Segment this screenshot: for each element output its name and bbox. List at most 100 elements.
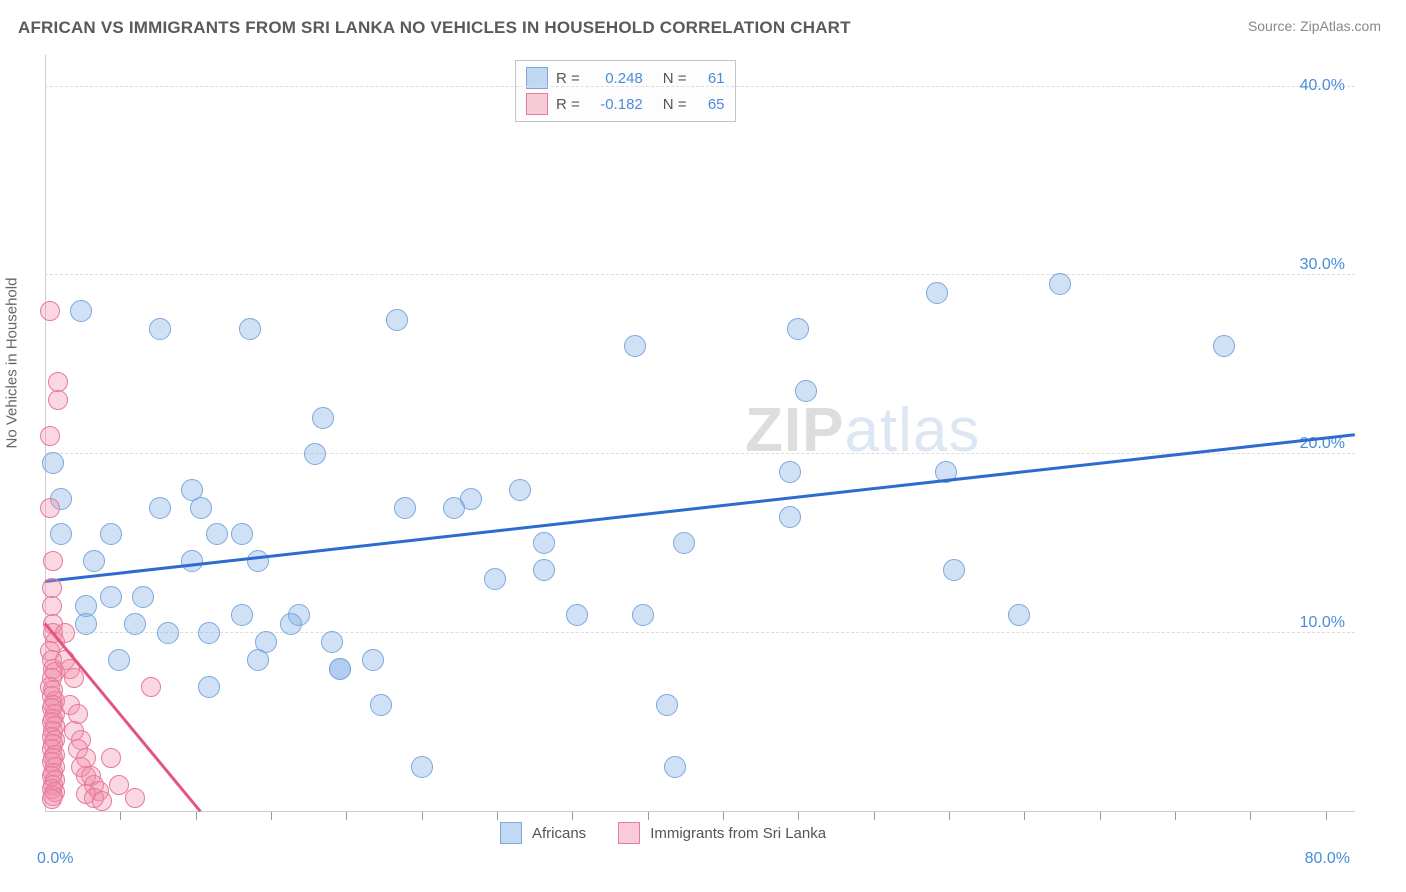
- x-tick: [271, 812, 272, 820]
- y-tick-label: 40.0%: [1300, 77, 1345, 95]
- scatter-point: [198, 676, 220, 698]
- scatter-point: [247, 550, 269, 572]
- stats-box: R = 0.248 N = 61 R = -0.182 N = 65: [515, 60, 736, 122]
- scatter-point: [132, 586, 154, 608]
- scatter-point: [101, 748, 121, 768]
- x-tick: [346, 812, 347, 820]
- scatter-point: [411, 756, 433, 778]
- gridline: [45, 86, 1355, 87]
- scatter-point: [280, 613, 302, 635]
- scatter-point: [247, 649, 269, 671]
- scatter-point: [624, 335, 646, 357]
- scatter-point: [40, 426, 60, 446]
- x-tick: [196, 812, 197, 820]
- x-tick: [497, 812, 498, 820]
- scatter-point: [656, 694, 678, 716]
- x-tick: [949, 812, 950, 820]
- scatter-point: [394, 497, 416, 519]
- scatter-point: [83, 550, 105, 572]
- stats-r-label: R =: [556, 96, 580, 113]
- scatter-point: [787, 318, 809, 340]
- watermark-atlas: atlas: [844, 396, 980, 465]
- scatter-point: [149, 497, 171, 519]
- scatter-point: [1213, 335, 1235, 357]
- scatter-point: [181, 479, 203, 501]
- stats-swatch: [526, 93, 548, 115]
- legend-swatch: [618, 822, 640, 844]
- scatter-point: [108, 649, 130, 671]
- scatter-point: [795, 380, 817, 402]
- scatter-point: [124, 613, 146, 635]
- chart-title: AFRICAN VS IMMIGRANTS FROM SRI LANKA NO …: [18, 18, 851, 38]
- x-tick: [798, 812, 799, 820]
- scatter-point: [141, 677, 161, 697]
- scatter-point: [68, 704, 88, 724]
- x-tick: [1250, 812, 1251, 820]
- scatter-point: [100, 586, 122, 608]
- scatter-point: [304, 443, 326, 465]
- x-label-min: 0.0%: [37, 850, 73, 868]
- scatter-point: [48, 390, 68, 410]
- stats-r-value: -0.182: [588, 96, 643, 113]
- legend: AfricansImmigrants from Sri Lanka: [500, 822, 848, 844]
- x-tick: [120, 812, 121, 820]
- gridline: [45, 274, 1355, 275]
- stats-n-label: N =: [663, 96, 687, 113]
- x-label-max: 80.0%: [1305, 850, 1350, 868]
- scatter-point: [370, 694, 392, 716]
- scatter-point: [157, 622, 179, 644]
- x-axis-line: [45, 811, 1355, 812]
- stats-r-value: 0.248: [588, 70, 643, 87]
- stats-n-value: 61: [695, 70, 725, 87]
- scatter-point: [149, 318, 171, 340]
- y-axis-label: No Vehicles in Household: [4, 278, 21, 449]
- scatter-point: [40, 498, 60, 518]
- stats-n-value: 65: [695, 96, 725, 113]
- scatter-point: [443, 497, 465, 519]
- legend-label: Immigrants from Sri Lanka: [650, 825, 826, 842]
- x-tick: [422, 812, 423, 820]
- scatter-point: [533, 559, 555, 581]
- scatter-point: [664, 756, 686, 778]
- watermark: ZIPatlas: [745, 395, 980, 466]
- scatter-point: [943, 559, 965, 581]
- scatter-point: [64, 668, 84, 688]
- scatter-point: [206, 523, 228, 545]
- scatter-point: [632, 604, 654, 626]
- y-tick-label: 10.0%: [1300, 614, 1345, 632]
- scatter-point: [362, 649, 384, 671]
- scatter-point: [198, 622, 220, 644]
- stats-row: R = -0.182 N = 65: [526, 91, 725, 117]
- watermark-zip: ZIP: [745, 396, 844, 465]
- scatter-point: [231, 523, 253, 545]
- x-tick: [572, 812, 573, 820]
- scatter-point: [779, 506, 801, 528]
- source-label: Source: ZipAtlas.com: [1248, 18, 1381, 34]
- x-tick: [1175, 812, 1176, 820]
- scatter-point: [239, 318, 261, 340]
- scatter-chart: ZIPatlas R =0.248N =61R =-0.182N =65 Afr…: [45, 55, 1355, 840]
- scatter-point: [92, 791, 112, 811]
- y-tick-label: 30.0%: [1300, 256, 1345, 274]
- scatter-point: [42, 452, 64, 474]
- legend-swatch: [500, 822, 522, 844]
- scatter-point: [1008, 604, 1030, 626]
- scatter-point: [779, 461, 801, 483]
- scatter-point: [231, 604, 253, 626]
- stats-r-label: R =: [556, 70, 580, 87]
- scatter-point: [42, 789, 62, 809]
- scatter-point: [329, 658, 351, 680]
- scatter-point: [926, 282, 948, 304]
- x-tick: [723, 812, 724, 820]
- scatter-point: [43, 551, 63, 571]
- scatter-point: [100, 523, 122, 545]
- scatter-point: [50, 523, 72, 545]
- scatter-point: [312, 407, 334, 429]
- scatter-point: [533, 532, 555, 554]
- trend-line: [45, 434, 1355, 583]
- gridline: [45, 453, 1355, 454]
- scatter-point: [75, 613, 97, 635]
- stats-n-label: N =: [663, 70, 687, 87]
- scatter-point: [70, 300, 92, 322]
- x-tick: [648, 812, 649, 820]
